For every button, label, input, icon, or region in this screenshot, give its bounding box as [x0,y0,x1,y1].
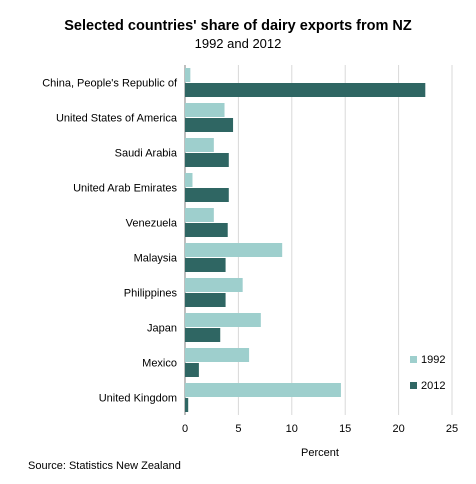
bar-2012 [185,153,229,167]
category-label: United Kingdom [99,393,177,405]
bar-2012 [185,398,189,412]
legend-swatch-2012 [410,382,417,389]
category-label: United Arab Emirates [73,183,177,195]
x-axis-label: Percent [301,447,339,459]
category-label: United States of America [56,113,178,125]
bar-1992 [185,103,225,117]
category-label: Saudi Arabia [115,148,178,160]
x-tick-label: 10 [286,423,298,435]
bar-2012 [185,223,228,237]
bar-1992 [185,243,283,257]
bar-1992 [185,278,243,292]
legend: 1992 2012 [410,354,445,392]
legend-label-2012: 2012 [421,380,445,392]
bar-2012 [185,293,226,307]
bar-2012 [185,363,199,377]
x-tick-label: 20 [392,423,404,435]
bar-1992 [185,173,193,187]
x-tick-label: 5 [235,423,241,435]
chart-title: Selected countries' share of dairy expor… [64,18,412,34]
x-tick-label: 25 [446,423,458,435]
source-note: Source: Statistics New Zealand [28,460,181,472]
bar-1992 [185,383,341,397]
bar-1992 [185,313,261,327]
bar-1992 [185,138,214,152]
bar-2012 [185,118,234,132]
bar-2012 [185,188,229,202]
x-tick-label: 15 [339,423,351,435]
legend-label-1992: 1992 [421,354,445,366]
bar-2012 [185,83,426,97]
bar-1992 [185,208,214,222]
bars [185,68,426,412]
x-tick-labels: 0 5 10 15 20 25 [182,423,458,435]
category-labels: China, People's Republic of United States… [42,78,178,405]
bar-2012 [185,328,221,342]
bar-1992 [185,68,191,82]
category-label: Japan [147,323,177,335]
legend-swatch-1992 [410,356,417,363]
category-label: Mexico [142,358,177,370]
category-label: Philippines [124,288,178,300]
bar-1992 [185,348,250,362]
x-tick-label: 0 [182,423,188,435]
category-label: Venezuela [126,218,178,230]
bar-2012 [185,258,226,272]
category-label: Malaysia [134,253,178,265]
category-label: China, People's Republic of [42,78,178,90]
chart-subtitle: 1992 and 2012 [194,36,282,51]
